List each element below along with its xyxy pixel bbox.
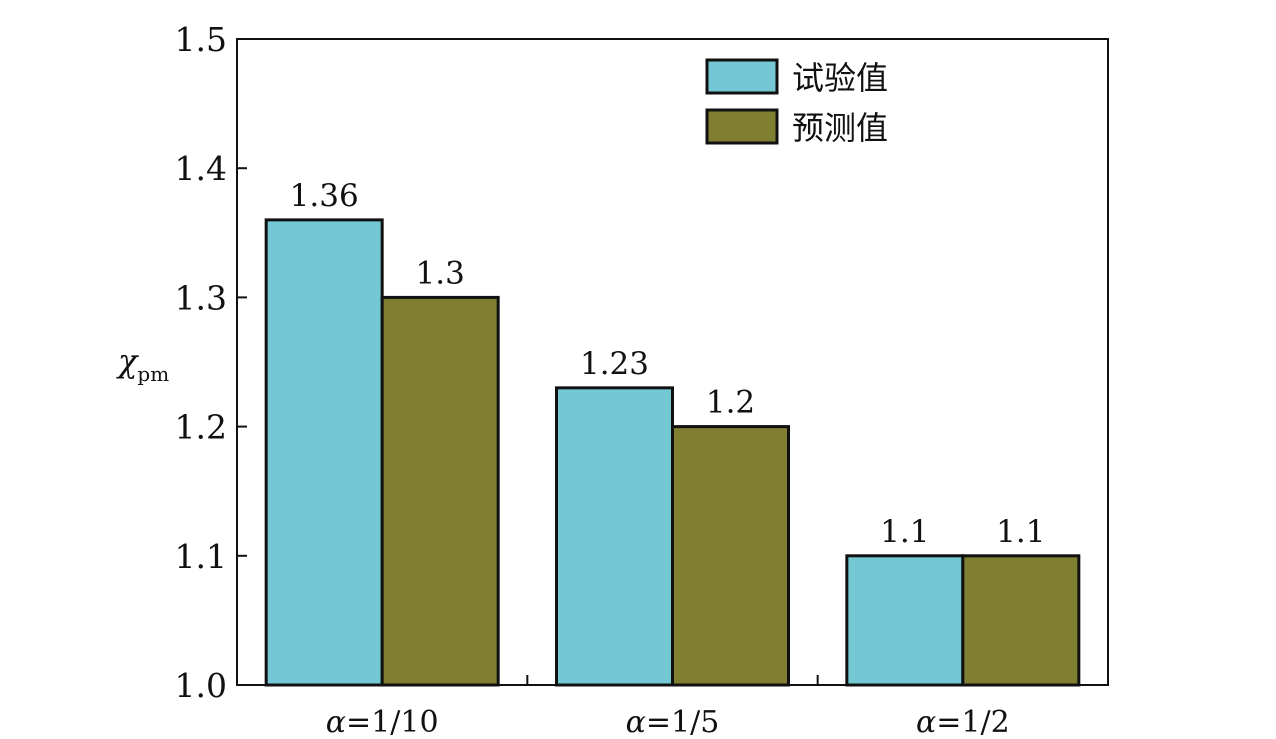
bar-test-2 (845, 554, 965, 687)
bar-predicted-2 (961, 554, 1081, 687)
legend-swatch (705, 108, 779, 145)
legend-label: 试验值 (792, 59, 888, 97)
x-category-text: =1/10 (346, 705, 439, 739)
bar-data-label: 1.3 (416, 255, 465, 291)
bar-data-label: 1.36 (290, 178, 359, 214)
x-category-symbol: α (916, 705, 936, 739)
bar-predicted-0 (380, 295, 500, 687)
y-axis-symbol: χ (116, 342, 139, 380)
x-category-symbol: α (626, 705, 646, 739)
y-tick-label: 1.0 (175, 666, 227, 705)
y-tick-label: 1.5 (175, 20, 227, 59)
legend-swatch (705, 58, 779, 95)
y-axis: 1.0 1.1 1.2 1.3 1.4 1.5 (175, 20, 247, 705)
bar-test-0 (264, 218, 384, 687)
bar-data-label: 1.2 (706, 385, 755, 421)
legend-label: 预测值 (792, 109, 888, 147)
data-labels-group: 1.36 1.3 1.23 1.2 1.1 1.1 (290, 178, 1046, 550)
y-tick-label: 1.2 (175, 408, 227, 447)
x-axis: α=1/10 α=1/5 α=1/2 (326, 675, 1010, 739)
bar-data-label: 1.1 (880, 514, 929, 550)
y-tick-label: 1.3 (175, 278, 227, 317)
x-category-symbol: α (326, 705, 346, 739)
x-category-text: =1/5 (646, 705, 719, 739)
bar-data-label: 1.23 (580, 346, 649, 382)
x-category-label: α=1/2 (916, 705, 1010, 739)
bar-predicted-1 (671, 425, 790, 687)
y-axis-label: χpm (116, 342, 169, 386)
x-category-label: α=1/5 (626, 705, 720, 739)
y-tick-label: 1.1 (175, 537, 227, 576)
plot-frame (236, 38, 1109, 686)
bar-test-1 (555, 386, 674, 687)
bar-data-label: 1.1 (996, 514, 1045, 550)
y-tick-label: 1.4 (175, 149, 227, 188)
x-category-text: =1/2 (936, 705, 1009, 739)
y-axis-subscript: pm (137, 362, 169, 386)
x-category-label: α=1/10 (326, 705, 439, 739)
bars-group (264, 218, 1081, 687)
